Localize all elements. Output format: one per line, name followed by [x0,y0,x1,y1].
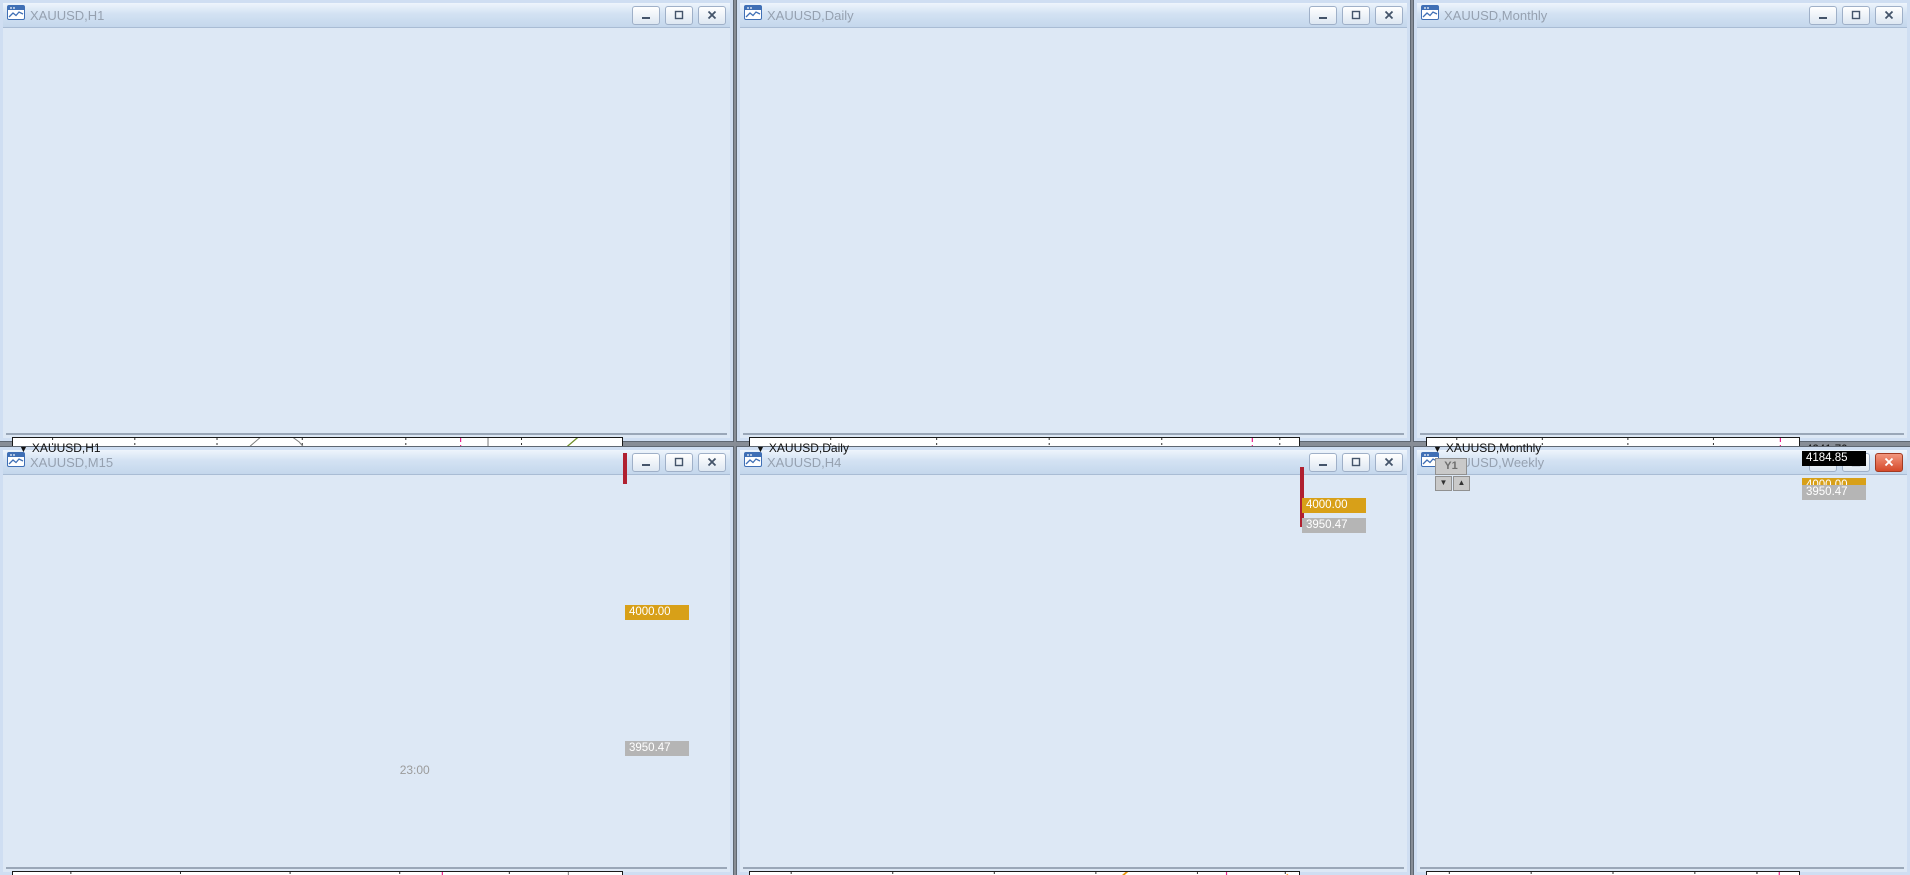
minimize-button[interactable] [632,452,660,472]
chart-area: ▼XAUUSD,Daily4093.183845.683720.683595.6… [743,433,1404,831]
restore-button[interactable] [1342,452,1370,472]
minimize-button[interactable] [1309,5,1337,25]
y-scale-widget: Y1 ▼ ▲ [1435,458,1470,491]
price-axis[interactable]: 4053.004035.854018.353983.703966.204000.… [623,871,731,875]
chart-window-h4: XAUUSD,H4 ▼XAUUSD,H4残り 1 時間 13 分 52 秒23:0… [736,446,1411,875]
chart-window-h1: XAUUSD,H1▼XAUUSD,H123:004053.804035.9540… [0,0,734,831]
dropdown-triangle-icon[interactable]: ▼ [1433,444,1442,454]
time-annotation: 23:00 [399,763,430,778]
minimize-button[interactable] [1309,452,1337,472]
chart-area: ▼XAUUSD,MonthlyY1▼▲4241.703864.293494.34… [1420,433,1904,831]
price-tag-gray: 3950.47 [625,740,689,756]
symbol-timeframe-text: XAUUSD,H1 [31,441,101,455]
price-chart-plot[interactable]: ▼XAUUSD,Weekly [1426,871,1800,875]
chart-window-icon [744,452,762,472]
chart-window-weekly: XAUUSD,Weekly ▼XAUUSD,Weekly4148.313918.0… [1413,446,1910,875]
symbol-timeframe-text: XAUUSD,Monthly [1445,441,1542,455]
y1-button[interactable]: Y1 [1435,458,1467,475]
restore-button[interactable] [1342,5,1370,25]
scale-down-button[interactable]: ▼ [1435,476,1452,491]
window-titlebar[interactable]: XAUUSD,H4 [740,450,1407,475]
chart-window-m15: XAUUSD,M15 ▼XAUUSD,M1523:004053.004035.85… [0,446,734,875]
restore-button[interactable] [665,5,693,25]
current-bar-range-marker [1300,467,1304,528]
price-chart-plot[interactable]: ▼XAUUSD,H4残り 1 時間 13 分 52 秒23:00 [749,871,1300,875]
close-button[interactable] [1875,5,1903,25]
window-titlebar[interactable]: XAUUSD,Monthly [1417,3,1907,28]
window-title: XAUUSD,Monthly [1444,7,1548,23]
price-tag-gray: 3950.47 [1802,484,1866,500]
restore-button[interactable] [1842,5,1870,25]
close-button[interactable] [1875,452,1903,472]
chart-window-daily: XAUUSD,Daily▼XAUUSD,Daily4093.183845.683… [736,0,1411,831]
chart-window-icon [744,5,762,25]
window-titlebar[interactable]: XAUUSD,H1 [3,3,730,28]
window-title: XAUUSD,M15 [30,454,114,470]
window-titlebar[interactable]: XAUUSD,Daily [740,3,1407,28]
chart-window-monthly: XAUUSD,Monthly▼XAUUSD,MonthlyY1▼▲4241.70… [1413,0,1910,831]
minimize-button[interactable] [1809,5,1837,25]
window-title: XAUUSD,Daily [767,7,854,23]
chart-symbol-label: ▼ XAUUSD,H1 [19,441,101,455]
close-button[interactable] [1375,452,1403,472]
close-button[interactable] [698,452,726,472]
chart-area: ▼XAUUSD,M1523:004053.004035.854018.35398… [6,867,727,875]
price-axis[interactable]: 4148.313918.013683.013448.013217.712982.… [1800,871,1908,875]
close-button[interactable] [1375,5,1403,25]
chart-symbol-label: ▼ XAUUSD,Daily [756,441,849,455]
symbol-timeframe-text: XAUUSD,Daily [768,441,849,455]
restore-button[interactable] [665,452,693,472]
current-bar-range-marker [623,453,627,484]
price-tag-gold: 4000.00 [625,604,689,620]
chart-window-icon [7,452,25,472]
chart-area: ▼XAUUSD,H4残り 1 時間 13 分 52 秒23:004044.503… [743,867,1404,875]
dropdown-triangle-icon[interactable]: ▼ [756,444,765,454]
price-axis[interactable]: 4044.503992.003939.503887.003834.503783.… [1300,871,1408,875]
chart-symbol-label: ▼ XAUUSD,Monthly [1433,441,1541,455]
close-button[interactable] [698,5,726,25]
price-tag-black: 4184.85 [1802,451,1866,467]
window-titlebar[interactable]: XAUUSD,M15 [3,450,730,475]
dropdown-triangle-icon[interactable]: ▼ [19,444,28,454]
chart-area: ▼XAUUSD,H123:004053.804035.954017.753981… [6,433,727,831]
scale-up-button[interactable]: ▲ [1453,476,1470,491]
price-chart-plot[interactable]: ▼XAUUSD,M1523:00 [12,871,623,875]
price-tag-gold: 4000.00 [1302,497,1366,513]
chart-area: ▼XAUUSD,Weekly4148.313918.013683.013448.… [1420,867,1904,875]
window-title: XAUUSD,H4 [767,454,842,470]
price-tag-gray: 3950.47 [1302,518,1366,534]
minimize-button[interactable] [632,5,660,25]
chart-window-icon [1421,5,1439,25]
window-title: XAUUSD,H1 [30,7,105,23]
window-title: XAUUSD,Weekly [1444,454,1545,470]
chart-window-icon [7,5,25,25]
